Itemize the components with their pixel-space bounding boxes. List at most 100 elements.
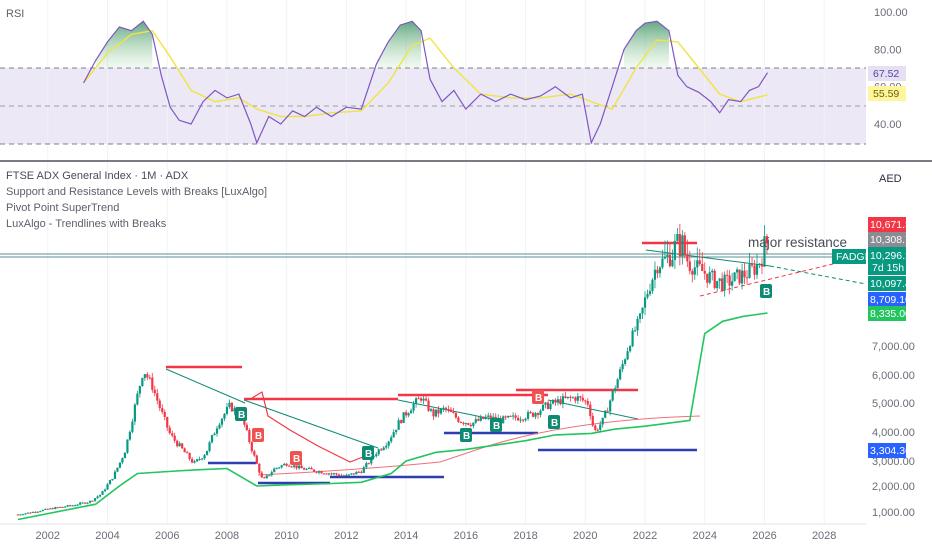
candle-body [509, 415, 512, 417]
symbol-title: FTSE ADX General Index · 1M · ADX [6, 170, 189, 182]
candle-body [360, 471, 363, 473]
candle-body [173, 435, 176, 441]
candle-body [265, 475, 268, 479]
candle-body [454, 413, 457, 418]
price-tag-text: 10,308.71 [870, 234, 917, 246]
candle-body [502, 416, 505, 424]
candle-body [327, 473, 331, 475]
candle-body [740, 270, 744, 284]
break-marker-bg [760, 284, 772, 298]
x-tick-label: 2024 [693, 530, 717, 542]
candle-body [382, 447, 385, 450]
candle-body [447, 409, 450, 411]
candle-body [549, 403, 552, 410]
x-tick-label: 2022 [633, 530, 657, 542]
candle-body [464, 423, 467, 425]
currency-label[interactable]: AED [879, 173, 902, 185]
price-y-tick-label: 6,000.00 [872, 370, 915, 382]
candle-body [59, 506, 62, 508]
candle-body [452, 411, 455, 414]
candle-body [200, 458, 204, 460]
candle-body [439, 408, 443, 414]
candle-body [44, 508, 47, 510]
candle-body [521, 419, 525, 421]
indicator-label-trendlines[interactable]: LuxAlgo - Trendlines with Breaks [6, 218, 167, 230]
candle-body [380, 449, 383, 451]
price-y-tick-label: 5,000.00 [872, 398, 915, 410]
candle-body [315, 471, 318, 473]
candle-body [34, 511, 37, 513]
candle-body [367, 463, 370, 465]
price-tag-resistance: 10,671.32 [868, 217, 917, 232]
candle-body [726, 274, 729, 276]
rsi-y-tick-label: 40.00 [874, 119, 902, 131]
candle-body [322, 473, 326, 475]
candle-body [554, 399, 557, 403]
indicator-label-sr-levels[interactable]: Support and Resistance Levels with Break… [6, 186, 267, 198]
candle-body [79, 502, 82, 505]
candle-body [136, 393, 139, 405]
x-tick-label: 2014 [394, 530, 418, 542]
candle-body [16, 514, 20, 516]
price-axis[interactable]: 7,000.00 6,000.00 5,000.00 4,000.00 3,000.00… [872, 341, 915, 519]
candle-body [390, 437, 393, 442]
candle-body [66, 505, 69, 507]
candle-body [691, 271, 694, 275]
price-tag-bg [868, 276, 906, 291]
candle-body [576, 396, 579, 401]
candle-body [116, 467, 119, 472]
price-y-tick-label: 4,000.00 [872, 427, 915, 439]
candle-body [268, 475, 271, 477]
candle-body [397, 420, 400, 430]
rsi-title: RSI [6, 8, 24, 20]
candle-body [220, 418, 224, 425]
break-marker-text: B [238, 410, 245, 421]
supertrend-line [17, 312, 768, 521]
candle-body [370, 456, 373, 464]
candle-body [412, 403, 415, 411]
break-marker-text: B [293, 454, 300, 465]
rsi-y-tick-label: 80.00 [874, 44, 902, 56]
time-axis[interactable]: 2002 2004 2006 2008 2010 2012 2014 2016 2018 2020… [36, 530, 837, 542]
candle-body [225, 407, 229, 414]
candle-body [551, 399, 555, 404]
candle-body [186, 452, 189, 454]
candle-body [748, 264, 751, 278]
candle-body [230, 402, 234, 412]
candle-body [96, 496, 99, 499]
symbol-tag-bg [832, 249, 866, 264]
candle-body [696, 260, 699, 268]
candle-body [228, 402, 231, 408]
indicator-label-supertrend[interactable]: Pivot Point SuperTrend [6, 202, 119, 214]
major-resistance-annotation[interactable]: major resistance [748, 235, 847, 250]
candle-body [427, 400, 430, 411]
candle-body [350, 473, 353, 475]
break-marker-text: B [493, 421, 500, 432]
candle-body [255, 455, 258, 464]
candle-body [611, 390, 614, 401]
break-marker-b-2020-up: B [548, 415, 560, 429]
candle-body [402, 412, 405, 423]
candle-body [559, 399, 562, 405]
candle-body [529, 412, 532, 414]
candle-body [330, 473, 333, 475]
candle-body [541, 404, 545, 411]
break-marker-b-2013-up: B [362, 446, 374, 460]
candle-body [601, 417, 604, 425]
candle-body [666, 254, 669, 257]
candle-body [477, 419, 480, 421]
candle-body [178, 443, 181, 447]
trendline-projection-down [769, 265, 867, 285]
candle-body [743, 270, 746, 278]
candle-body [98, 494, 102, 497]
countdown-text: 7d 15h [872, 262, 904, 274]
candle-body [457, 417, 460, 422]
candle-body [760, 263, 764, 267]
rsi-line [83, 20, 769, 145]
candle-body [449, 409, 453, 412]
candle-body [31, 511, 34, 513]
rsi-ma-label: 55.59 [873, 88, 899, 100]
candle-body [673, 240, 676, 260]
candle-body [614, 388, 617, 391]
candle-body [482, 416, 485, 419]
